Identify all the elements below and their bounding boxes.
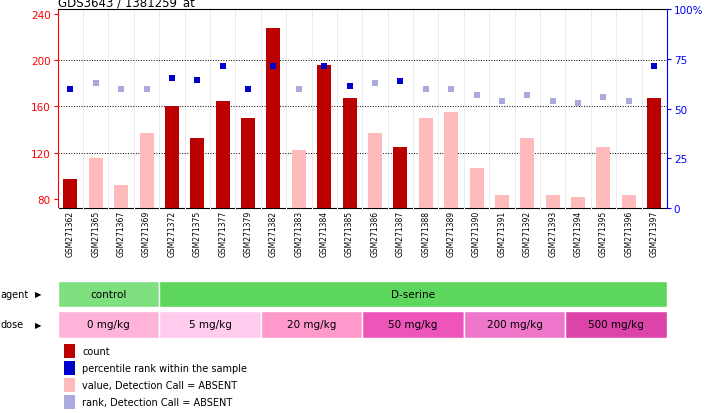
Bar xyxy=(63,378,75,392)
Bar xyxy=(159,311,261,338)
Bar xyxy=(159,281,667,307)
Text: value, Detection Call = ABSENT: value, Detection Call = ABSENT xyxy=(82,380,237,390)
Text: GSM271379: GSM271379 xyxy=(244,211,252,257)
Text: GSM271369: GSM271369 xyxy=(142,211,151,257)
Bar xyxy=(58,311,159,338)
Bar xyxy=(571,197,585,209)
Text: GSM271365: GSM271365 xyxy=(92,211,100,257)
Text: GSM271384: GSM271384 xyxy=(319,211,329,256)
Bar xyxy=(140,134,154,209)
Text: GSM271397: GSM271397 xyxy=(650,211,659,257)
Bar xyxy=(114,185,128,209)
Text: GSM271394: GSM271394 xyxy=(574,211,583,257)
Bar xyxy=(419,119,433,209)
Bar xyxy=(368,134,382,209)
Text: GSM271395: GSM271395 xyxy=(599,211,608,257)
Bar xyxy=(63,395,75,409)
Text: GSM271377: GSM271377 xyxy=(218,211,227,257)
Text: GSM271383: GSM271383 xyxy=(294,211,304,256)
Bar xyxy=(363,311,464,338)
Text: ▶: ▶ xyxy=(35,320,41,329)
Bar xyxy=(89,159,102,209)
Bar xyxy=(216,101,230,209)
Text: 50 mg/kg: 50 mg/kg xyxy=(389,319,438,330)
Text: GDS3643 / 1381259_at: GDS3643 / 1381259_at xyxy=(58,0,195,9)
Text: GSM271386: GSM271386 xyxy=(371,211,379,256)
Text: GSM271382: GSM271382 xyxy=(269,211,278,256)
Text: GSM271362: GSM271362 xyxy=(66,211,75,256)
Text: GSM271367: GSM271367 xyxy=(117,211,125,257)
Text: 20 mg/kg: 20 mg/kg xyxy=(287,319,336,330)
Text: GSM271375: GSM271375 xyxy=(193,211,202,257)
Bar xyxy=(565,311,667,338)
Bar xyxy=(267,29,280,209)
Bar xyxy=(469,168,484,209)
Text: D-serine: D-serine xyxy=(391,289,435,299)
Bar xyxy=(495,196,509,209)
Text: 0 mg/kg: 0 mg/kg xyxy=(87,319,130,330)
Bar xyxy=(546,196,559,209)
Bar xyxy=(521,138,534,209)
Bar xyxy=(165,107,179,209)
Text: GSM271396: GSM271396 xyxy=(624,211,633,257)
Bar xyxy=(342,99,357,209)
Bar xyxy=(63,180,77,209)
Text: GSM271372: GSM271372 xyxy=(167,211,177,256)
Bar xyxy=(190,138,204,209)
Bar xyxy=(261,311,363,338)
Text: 200 mg/kg: 200 mg/kg xyxy=(487,319,542,330)
Text: dose: dose xyxy=(1,319,24,330)
Text: control: control xyxy=(90,289,127,299)
Bar xyxy=(241,119,255,209)
Text: percentile rank within the sample: percentile rank within the sample xyxy=(82,363,247,373)
Text: GSM271389: GSM271389 xyxy=(446,211,456,256)
Bar xyxy=(317,66,331,209)
Text: GSM271387: GSM271387 xyxy=(396,211,405,256)
Text: ▶: ▶ xyxy=(35,290,41,299)
Text: GSM271392: GSM271392 xyxy=(523,211,532,256)
Bar xyxy=(444,113,458,209)
Text: GSM271390: GSM271390 xyxy=(472,211,481,257)
Bar xyxy=(58,281,159,307)
Text: 500 mg/kg: 500 mg/kg xyxy=(588,319,644,330)
Bar xyxy=(292,151,306,209)
Text: GSM271391: GSM271391 xyxy=(497,211,506,256)
Bar xyxy=(647,99,661,209)
Text: GSM271388: GSM271388 xyxy=(421,211,430,256)
Text: GSM271393: GSM271393 xyxy=(548,211,557,257)
Bar xyxy=(464,311,565,338)
Bar xyxy=(596,147,611,209)
Bar xyxy=(622,196,636,209)
Text: rank, Detection Call = ABSENT: rank, Detection Call = ABSENT xyxy=(82,397,232,407)
Text: GSM271385: GSM271385 xyxy=(345,211,354,256)
Text: 5 mg/kg: 5 mg/kg xyxy=(189,319,231,330)
Bar xyxy=(394,147,407,209)
Text: agent: agent xyxy=(1,289,29,299)
Text: count: count xyxy=(82,346,110,356)
Bar xyxy=(63,344,75,358)
Bar xyxy=(63,361,75,375)
